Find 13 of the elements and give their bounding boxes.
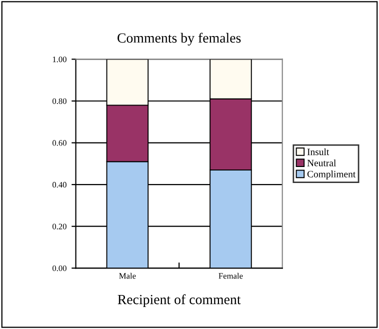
x-tick-label: Male — [119, 272, 136, 279]
legend-label: Insult — [307, 148, 330, 156]
x-axis-title: Recipient of comment — [118, 294, 241, 308]
legend-label: Compliment — [307, 170, 356, 180]
x-tick-label: Female — [218, 272, 243, 279]
chart-title: Comments by females — [118, 32, 241, 46]
y-tick-label: 0.80 — [52, 98, 66, 104]
legend-label: Neutral — [307, 159, 336, 166]
y-tick-label: 0.40 — [52, 182, 66, 188]
y-tick-label: 0.00 — [52, 265, 66, 272]
y-tick-label: 0.20 — [52, 224, 66, 230]
y-tick-label: 1.00 — [52, 56, 66, 62]
y-tick-label: 0.60 — [52, 140, 66, 146]
